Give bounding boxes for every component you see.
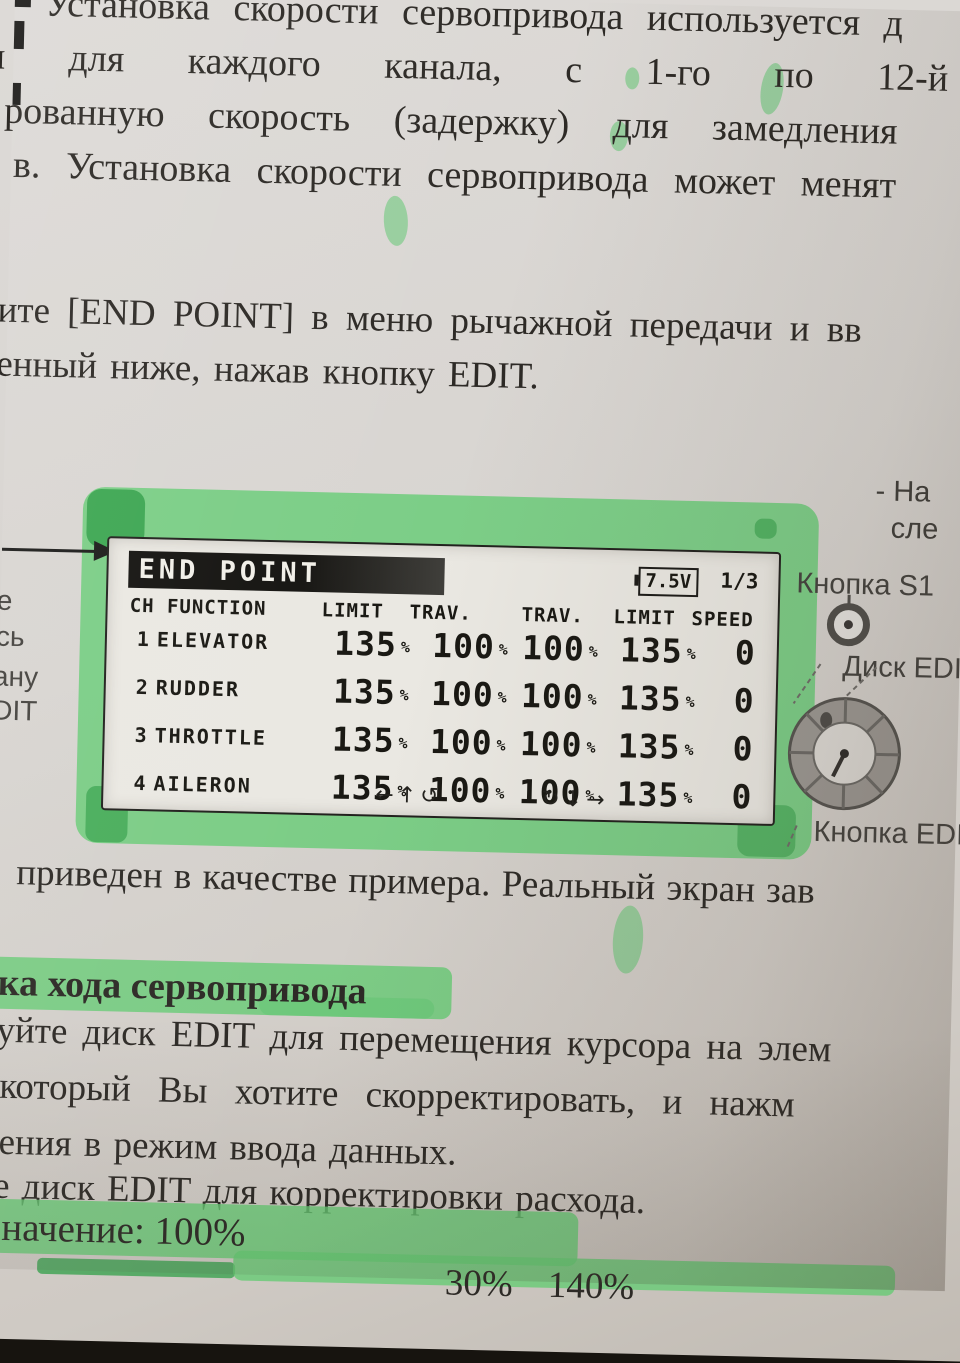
trav-left-value: 100 — [420, 722, 493, 763]
col-speed: SPEED — [691, 608, 754, 631]
col-limit-right: LIMIT — [613, 606, 676, 629]
speed-value: 0 — [706, 632, 755, 672]
label-button-edit: Кнопка EDIT — [813, 816, 960, 853]
percent-sign: % — [401, 638, 410, 656]
percent-sign: % — [399, 686, 408, 704]
percent-sign: % — [499, 640, 508, 658]
channel-number: 4 — [127, 771, 146, 795]
percent-sign: % — [589, 643, 598, 661]
paragraph1-line: я для каждого канала, с 1-го по 12-й — [0, 34, 949, 101]
percent-sign: % — [496, 736, 505, 754]
channel-function: THROTTLE — [154, 723, 267, 750]
paragraph2-line: енный ниже, нажав кнопку EDIT. — [0, 343, 539, 399]
col-limit-left: LIMIT — [321, 599, 384, 622]
caption-line: приведен в качестве примера. Реальный эк… — [16, 851, 815, 913]
percent-sign: % — [497, 688, 506, 706]
limit-right-value: 135 — [610, 630, 683, 671]
lcd-page-indicator: 1/3 — [720, 569, 758, 594]
col-trav-right: TRAV. — [521, 604, 584, 627]
channel-function: RUDDER — [156, 675, 241, 701]
default-value-line: значение: 100% — [0, 1205, 246, 1256]
limit-left-value: 135 — [323, 671, 396, 712]
trav-left-value: 100 — [422, 626, 495, 667]
battery-icon: 7.5V — [638, 567, 698, 597]
limit-right-value: 135 — [608, 726, 681, 767]
trav-right-value: 100 — [510, 724, 583, 765]
paragraph1-line: в. Установка скорости сервопривода может… — [13, 143, 897, 208]
highlighter-smudge — [383, 195, 409, 246]
lcd-screen: END POINT 7.5V 1/3 CH FUNCTION LIMIT TRA… — [101, 536, 781, 826]
s1-button-icon — [822, 594, 875, 651]
limit-right-value: 135 — [609, 678, 682, 719]
percent-sign: % — [398, 734, 407, 752]
col-trav-left: TRAV. — [409, 601, 472, 624]
speed-value: 0 — [704, 728, 753, 768]
col-ch-function: CH FUNCTION — [129, 595, 266, 620]
margin-fragment: DIT — [0, 695, 38, 728]
margin-fragment: е — [0, 585, 13, 617]
percent-sign: % — [587, 691, 596, 709]
lcd-title: END POINT — [128, 551, 445, 595]
channel-function: ELEVATOR — [157, 627, 270, 654]
percent-sign: % — [495, 784, 504, 802]
section-heading: ка хода сервопривода — [0, 961, 367, 1014]
channel-number: 2 — [130, 675, 149, 699]
paragraph3-line: который Вы хотите скорректировать, и наж… — [0, 1065, 795, 1127]
channel-number: 1 — [131, 627, 150, 651]
page-edge-mark — [15, 0, 32, 7]
percent-sign: % — [685, 693, 694, 711]
side-note-line: - На — [875, 475, 931, 509]
percent-sign: % — [687, 645, 696, 663]
highlighter-smudge — [610, 905, 645, 975]
nav-arrows-right-icon: ↻↓→ — [541, 786, 609, 813]
limit-left-value: 135 — [324, 623, 397, 664]
percent-sign: % — [586, 739, 595, 757]
channel-number: 3 — [128, 723, 147, 747]
range-highlight: 30% 140% — [233, 1250, 896, 1296]
margin-fragment: сь — [0, 621, 25, 654]
nav-arrows-left-icon: ←↑↺ — [375, 783, 443, 810]
percent-sign: % — [684, 741, 693, 759]
percent-sign: % — [683, 789, 692, 807]
range-line: 30% 140% — [444, 1261, 634, 1308]
paragraph3-line: зуйте диск EDIT для перемещения курсора … — [0, 1008, 832, 1071]
highlighter-blob — [37, 1258, 235, 1279]
speed-value: 0 — [705, 680, 754, 720]
side-note-line: сле — [890, 513, 938, 547]
trav-right-value: 100 — [511, 676, 584, 717]
trav-left-value: 100 — [421, 674, 494, 715]
margin-fragment: ану — [0, 661, 38, 694]
paragraph2-line: ите [END POINT] в меню рычажной передачи… — [0, 289, 862, 352]
trav-right-value: 100 — [512, 628, 585, 669]
highlighter-blob — [754, 518, 776, 539]
limit-left-value: 135 — [322, 719, 395, 760]
limit-right-value: 135 — [607, 774, 680, 815]
channel-function: AILERON — [153, 771, 252, 797]
speed-value: 0 — [703, 776, 752, 816]
